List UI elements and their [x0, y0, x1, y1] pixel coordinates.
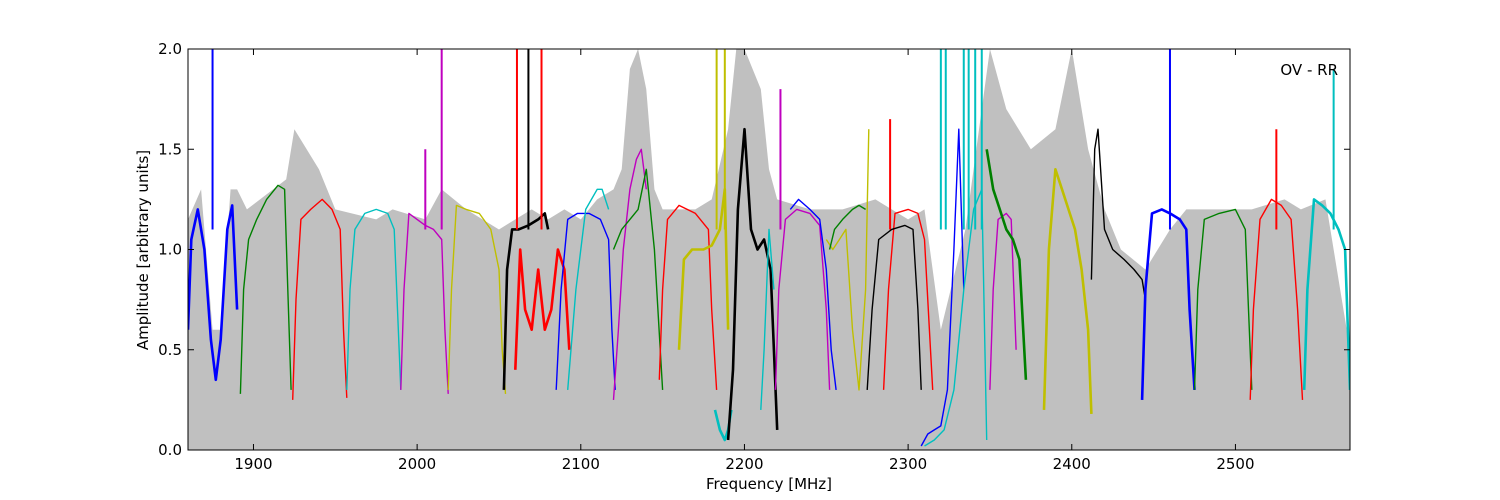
y-axis-label: Amplitude [arbitrary units]	[134, 150, 152, 350]
series-line-28	[1042, 168, 1093, 414]
series-line-7	[502, 212, 550, 390]
series-line-10	[567, 188, 610, 390]
x-tick-label-2300: 2300	[889, 455, 927, 473]
envelope-area	[188, 49, 1350, 450]
x-axis-label: Frequency [MHz]	[706, 475, 832, 493]
x-tick-label-2000: 2000	[398, 455, 436, 473]
series-line-27	[985, 149, 1028, 380]
series-line-11	[612, 148, 647, 400]
series-line-6	[447, 204, 507, 394]
series-line-19	[789, 198, 837, 390]
x-tick-label-1900: 1900	[234, 455, 272, 473]
y-axis-ticks: 0.0 0.5 1.0 1.5 2.0	[158, 40, 1350, 459]
corner-annotation: OV - RR	[1280, 61, 1338, 79]
series-line-31	[1193, 208, 1253, 390]
series-line-29	[1090, 128, 1147, 300]
y-tick-label-1: 0.5	[158, 341, 182, 359]
y-tick-label-2: 1.0	[158, 241, 182, 259]
series-line-33	[1302, 198, 1350, 390]
series-line-22	[882, 208, 934, 390]
series-line-20	[825, 129, 870, 391]
x-axis-ticks: 1900 2000 2100 2200 2300 2400 2500	[234, 49, 1255, 473]
y-tick-label-0: 0.0	[158, 441, 182, 459]
x-tick-label-2100: 2100	[562, 455, 600, 473]
series-line-8	[514, 248, 571, 370]
x-tick-label-2500: 2500	[1216, 455, 1254, 473]
series-line-24	[920, 128, 965, 447]
series-line-13	[658, 204, 718, 390]
x-tick-label-2400: 2400	[1053, 455, 1091, 473]
series-line-17	[760, 228, 775, 410]
x-tick-label-2200: 2200	[725, 455, 763, 473]
y-tick-label-4: 2.0	[158, 40, 182, 58]
series-line-2	[239, 184, 292, 394]
series-line-18	[774, 208, 831, 390]
background-envelope	[188, 49, 1350, 450]
series-line-3	[292, 198, 348, 400]
y-tick-label-3: 1.5	[158, 140, 182, 158]
series-line-1	[188, 204, 239, 382]
series-line-4	[346, 208, 402, 390]
series-line-12	[612, 168, 664, 390]
series-line-23	[866, 224, 922, 390]
series-layer	[188, 49, 1350, 447]
plot-area	[187, 48, 1351, 451]
series-line-25	[924, 188, 988, 447]
series-line-9	[555, 212, 616, 390]
series-line-21	[828, 204, 866, 250]
